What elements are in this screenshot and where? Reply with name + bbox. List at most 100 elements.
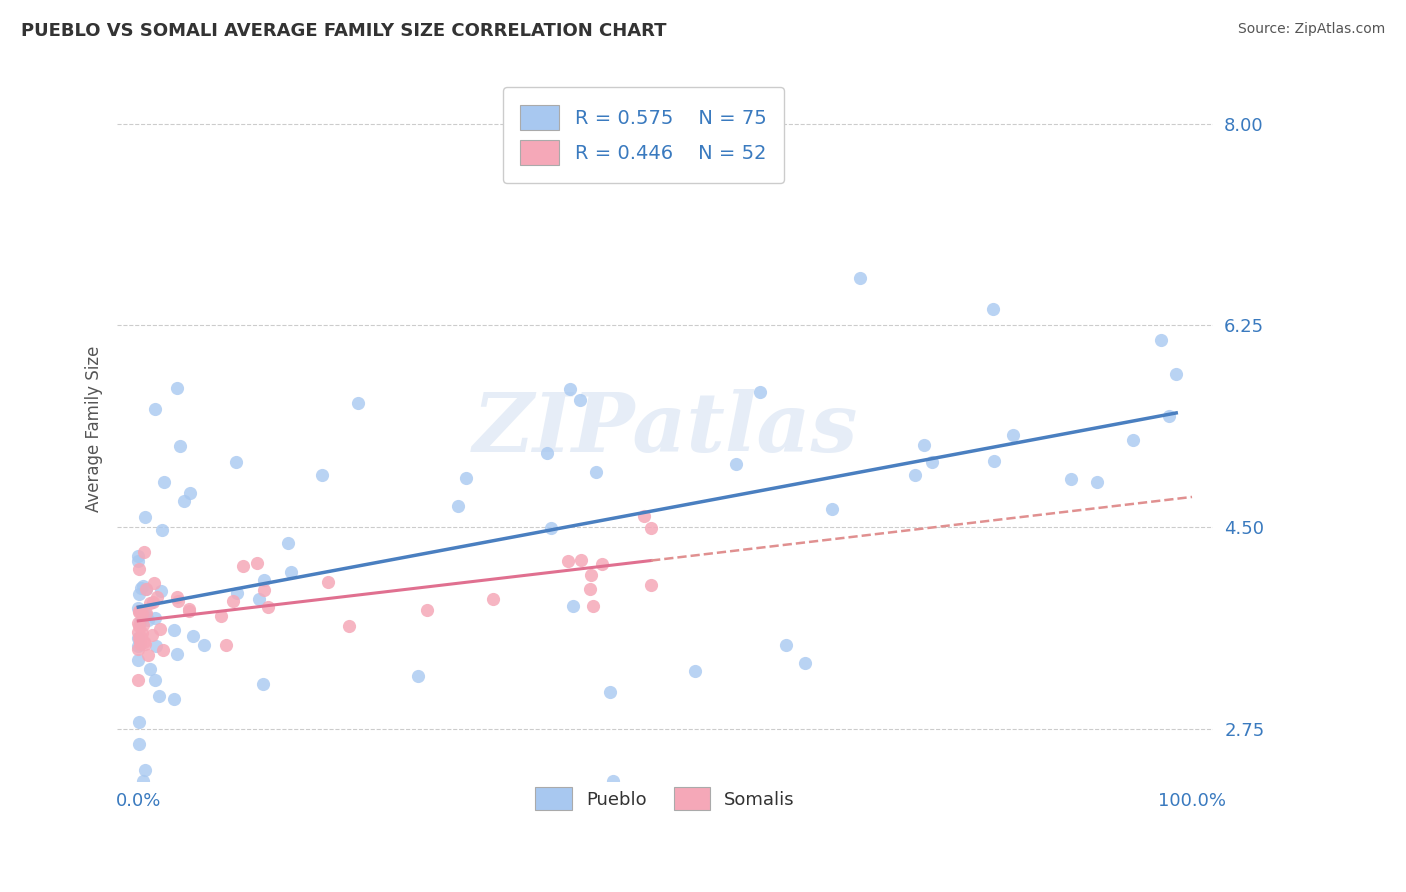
Point	[132, 579, 155, 593]
Point	[134, 509, 156, 524]
Text: ZIPatlas: ZIPatlas	[472, 389, 858, 469]
Point	[128, 632, 150, 646]
Point	[143, 576, 166, 591]
Point	[128, 605, 150, 619]
Point	[135, 607, 157, 621]
Point	[1060, 472, 1083, 486]
Point	[1001, 428, 1024, 442]
Point	[921, 455, 943, 469]
Point	[129, 630, 152, 644]
Point	[149, 623, 172, 637]
Point	[821, 501, 844, 516]
Point	[794, 656, 817, 670]
Point	[127, 641, 149, 656]
Point	[128, 604, 150, 618]
Point	[127, 600, 149, 615]
Y-axis label: Average Family Size: Average Family Size	[86, 346, 103, 512]
Point	[173, 493, 195, 508]
Point	[581, 599, 603, 614]
Point	[127, 631, 149, 645]
Point	[132, 774, 155, 789]
Point	[131, 618, 153, 632]
Text: PUEBLO VS SOMALI AVERAGE FAMILY SIZE CORRELATION CHART: PUEBLO VS SOMALI AVERAGE FAMILY SIZE COR…	[21, 22, 666, 40]
Point	[209, 609, 232, 624]
Point	[581, 567, 603, 582]
Point	[136, 613, 159, 627]
Point	[633, 509, 655, 524]
Point	[145, 610, 167, 624]
Point	[127, 639, 149, 653]
Point	[127, 615, 149, 630]
Point	[128, 562, 150, 576]
Point	[134, 544, 156, 558]
Point	[134, 637, 156, 651]
Point	[981, 301, 1004, 316]
Point	[179, 602, 201, 616]
Point	[560, 382, 582, 396]
Point	[775, 638, 797, 652]
Point	[226, 586, 249, 600]
Point	[311, 468, 333, 483]
Point	[169, 439, 191, 453]
Point	[181, 629, 204, 643]
Point	[166, 381, 188, 395]
Point	[166, 590, 188, 604]
Point	[536, 445, 558, 459]
Point	[153, 475, 176, 489]
Point	[146, 590, 169, 604]
Point	[143, 673, 166, 688]
Point	[167, 594, 190, 608]
Point	[683, 664, 706, 678]
Point	[152, 643, 174, 657]
Point	[602, 774, 624, 789]
Point	[591, 557, 613, 571]
Point	[145, 640, 167, 654]
Point	[579, 582, 602, 596]
Point	[166, 648, 188, 662]
Point	[316, 575, 339, 590]
Point	[280, 566, 302, 580]
Point	[912, 438, 935, 452]
Point	[131, 607, 153, 621]
Point	[540, 521, 562, 535]
Point	[128, 714, 150, 729]
Point	[557, 554, 579, 568]
Point	[1159, 409, 1181, 423]
Point	[246, 556, 269, 570]
Point	[131, 581, 153, 595]
Point	[127, 554, 149, 568]
Point	[569, 552, 592, 566]
Point	[640, 577, 662, 591]
Point	[193, 638, 215, 652]
Point	[129, 632, 152, 647]
Point	[983, 454, 1005, 468]
Point	[253, 573, 276, 587]
Point	[568, 393, 591, 408]
Point	[136, 648, 159, 662]
Point	[127, 549, 149, 563]
Point	[138, 596, 160, 610]
Point	[640, 520, 662, 534]
Point	[225, 455, 247, 469]
Point	[135, 582, 157, 596]
Legend: Pueblo, Somalis: Pueblo, Somalis	[522, 772, 810, 825]
Text: Source: ZipAtlas.com: Source: ZipAtlas.com	[1237, 22, 1385, 37]
Point	[416, 603, 439, 617]
Point	[247, 591, 270, 606]
Point	[179, 603, 201, 617]
Point	[143, 401, 166, 416]
Point	[585, 465, 607, 479]
Point	[257, 599, 280, 614]
Point	[131, 625, 153, 640]
Point	[252, 677, 274, 691]
Point	[904, 467, 927, 482]
Point	[139, 662, 162, 676]
Point	[232, 558, 254, 573]
Point	[253, 583, 276, 598]
Point	[1122, 434, 1144, 448]
Point	[1150, 333, 1173, 347]
Point	[127, 673, 149, 688]
Point	[1166, 367, 1188, 381]
Point	[128, 615, 150, 629]
Point	[162, 692, 184, 706]
